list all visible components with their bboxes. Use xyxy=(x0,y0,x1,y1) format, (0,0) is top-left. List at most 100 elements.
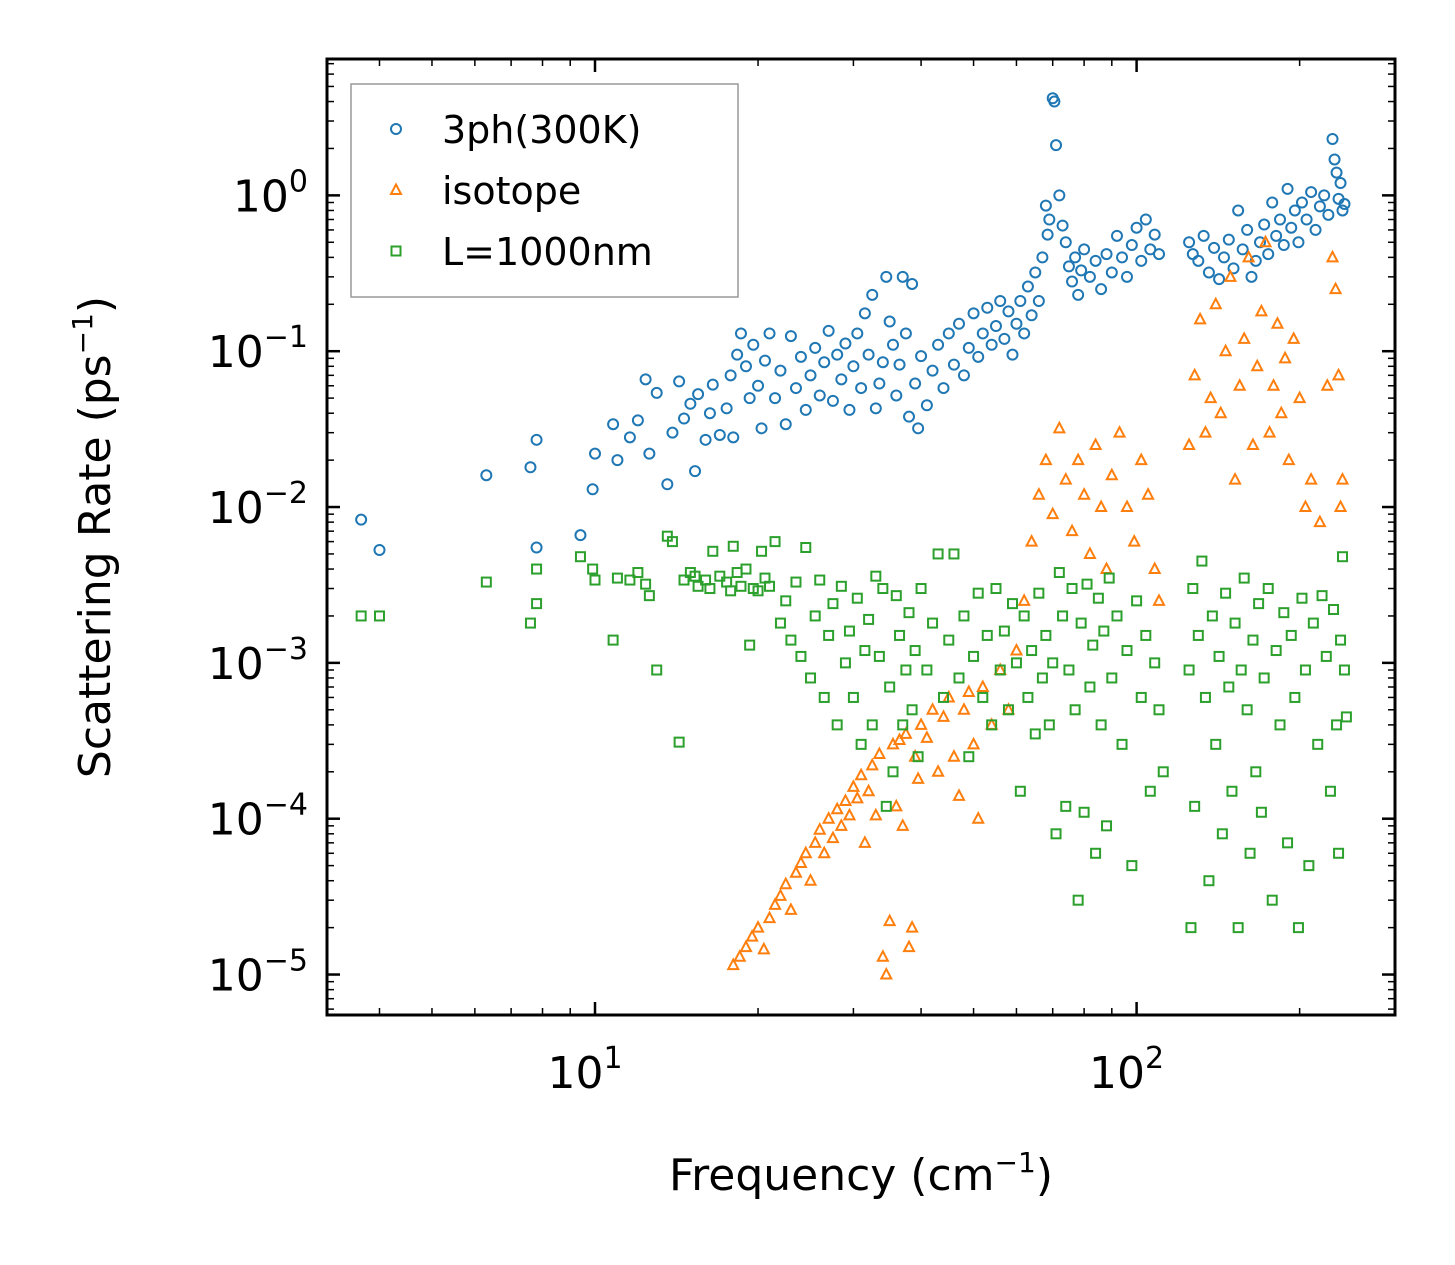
series-1-point xyxy=(892,732,907,745)
series-2-point xyxy=(764,580,776,592)
series-1-point xyxy=(914,717,928,730)
series-0-point xyxy=(1066,275,1079,288)
series-0-point xyxy=(1277,239,1290,252)
series-0-point xyxy=(1135,254,1148,267)
series-0-point xyxy=(1322,208,1335,221)
series-1-point xyxy=(902,939,916,953)
series-2-point xyxy=(958,610,970,622)
series-2-point xyxy=(990,583,1002,595)
series-2-point xyxy=(805,672,817,684)
series-0-point xyxy=(706,378,719,391)
series-0-point xyxy=(989,320,1002,333)
series-0-point xyxy=(1153,248,1166,261)
series-0-point xyxy=(869,402,882,415)
series-0-point xyxy=(739,360,752,373)
series-2-point xyxy=(903,607,915,619)
series-2-point xyxy=(744,639,756,651)
series-2-point xyxy=(972,587,984,599)
series-2-point xyxy=(1262,583,1274,595)
legend-marker-2 xyxy=(390,245,402,257)
series-2-point xyxy=(1285,629,1297,641)
series-2-point xyxy=(1014,785,1026,797)
series-0-point xyxy=(920,399,933,412)
series-0-point xyxy=(1334,177,1347,190)
series-0-point xyxy=(826,394,839,407)
series-2-point xyxy=(1144,785,1156,797)
series-1-point xyxy=(773,888,788,901)
series-0-point xyxy=(1300,213,1313,226)
series-2-point xyxy=(1084,681,1096,693)
series-0-point xyxy=(774,364,787,377)
series-2-point xyxy=(948,548,960,560)
series-1-point xyxy=(1254,303,1269,317)
series-0-point xyxy=(661,478,674,491)
series-0-point xyxy=(998,332,1011,345)
series-0-point xyxy=(1053,189,1066,202)
series-2-point xyxy=(640,578,652,590)
series-0-point xyxy=(839,337,852,350)
series-0-point xyxy=(586,483,599,496)
y-tick-label-0: 100 xyxy=(233,164,308,222)
series-1-point xyxy=(1335,471,1350,485)
series-0-point xyxy=(822,324,835,337)
y-tick-label-2: 10−2 xyxy=(208,476,308,534)
series-0-point xyxy=(1043,213,1056,226)
series-0-point xyxy=(1002,305,1015,318)
series-1-point xyxy=(1134,452,1148,466)
series-2-point xyxy=(1081,578,1093,590)
legend-marker-1 xyxy=(389,182,403,195)
series-1-point xyxy=(1088,437,1103,451)
series-1-point xyxy=(1203,390,1218,404)
series-2-point xyxy=(818,691,830,703)
series-1-point xyxy=(1218,343,1233,357)
series-0-point xyxy=(1281,182,1294,195)
series-1-point xyxy=(1278,350,1292,364)
series-1-point xyxy=(838,793,853,806)
series-1-point xyxy=(1298,499,1313,513)
series-2-point xyxy=(531,598,543,610)
series-2-point xyxy=(1299,664,1311,676)
series-2-point xyxy=(624,574,636,586)
series-2-point xyxy=(1328,604,1340,616)
series-0-point xyxy=(769,392,782,405)
series-2-point xyxy=(1333,847,1345,859)
series-2-point xyxy=(1121,645,1133,657)
series-0-point xyxy=(779,418,792,431)
series-0-point xyxy=(611,454,624,467)
series-0-point xyxy=(530,541,543,554)
series-2-point xyxy=(1335,634,1347,646)
series-0-point xyxy=(699,433,712,446)
series-2-point xyxy=(827,598,839,610)
series-2-point xyxy=(1255,806,1267,818)
series-1-point xyxy=(858,835,872,848)
series-2-point xyxy=(355,610,367,622)
series-1-point xyxy=(876,949,890,962)
series-2-point xyxy=(1216,828,1228,840)
series-1-point xyxy=(1246,437,1260,451)
series-1-point xyxy=(1333,499,1348,513)
series-2-point xyxy=(909,645,921,657)
series-0-point xyxy=(1018,327,1031,340)
series-0-point xyxy=(631,414,644,427)
series-0-point xyxy=(1266,196,1279,209)
series-0-point xyxy=(1288,204,1301,217)
series-2-point xyxy=(968,650,980,662)
series-1-point xyxy=(739,939,753,953)
series-0-point xyxy=(1120,270,1133,283)
series-0-point xyxy=(734,327,747,340)
series-1-point xyxy=(1237,331,1251,344)
series-1-point xyxy=(931,764,945,777)
major-ticks xyxy=(327,59,1395,1015)
series-2-point xyxy=(1320,650,1332,662)
series-2-point xyxy=(880,800,892,812)
series-0-point xyxy=(692,388,705,401)
series-0-point xyxy=(876,356,889,369)
series-2-point xyxy=(831,719,843,731)
series-0-point xyxy=(804,369,817,382)
legend-box xyxy=(350,83,739,298)
series-2-point xyxy=(1206,610,1218,622)
series-2-point xyxy=(1312,738,1324,750)
series-1-point xyxy=(1077,487,1091,500)
series-0-point xyxy=(1056,219,1069,232)
series-0-point xyxy=(1197,229,1210,242)
